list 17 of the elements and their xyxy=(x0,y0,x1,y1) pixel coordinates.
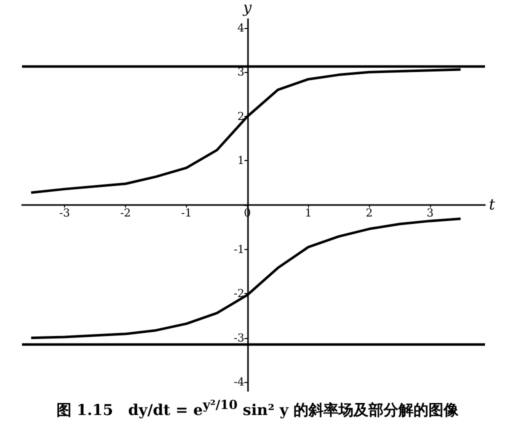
x-tick-label: 3 xyxy=(426,206,434,220)
x-axis-title: t xyxy=(489,196,496,214)
y-tick-label: -4 xyxy=(234,376,244,389)
x-tick-label: -2 xyxy=(120,206,131,220)
y-tick-label: 1 xyxy=(237,154,244,168)
y-tick-label: -3 xyxy=(234,331,244,344)
y-tick-label: 3 xyxy=(237,66,244,79)
y-tick-label: 4 xyxy=(237,21,244,34)
y-tick-label: 2 xyxy=(237,110,244,123)
x-tick-label: -1 xyxy=(181,206,192,220)
text: 图 1.15 dy/dt = e$^{y²/10}$ sin² y 的斜率场及部分解的图像 xyxy=(55,397,460,420)
x-tick-label: 1 xyxy=(304,206,312,220)
x-tick-label: 2 xyxy=(366,206,373,220)
y-tick-label: -2 xyxy=(234,287,244,300)
y-tick-label: -1 xyxy=(234,242,244,256)
y-axis-title: y xyxy=(242,0,252,16)
x-tick-label: -3 xyxy=(59,206,70,220)
